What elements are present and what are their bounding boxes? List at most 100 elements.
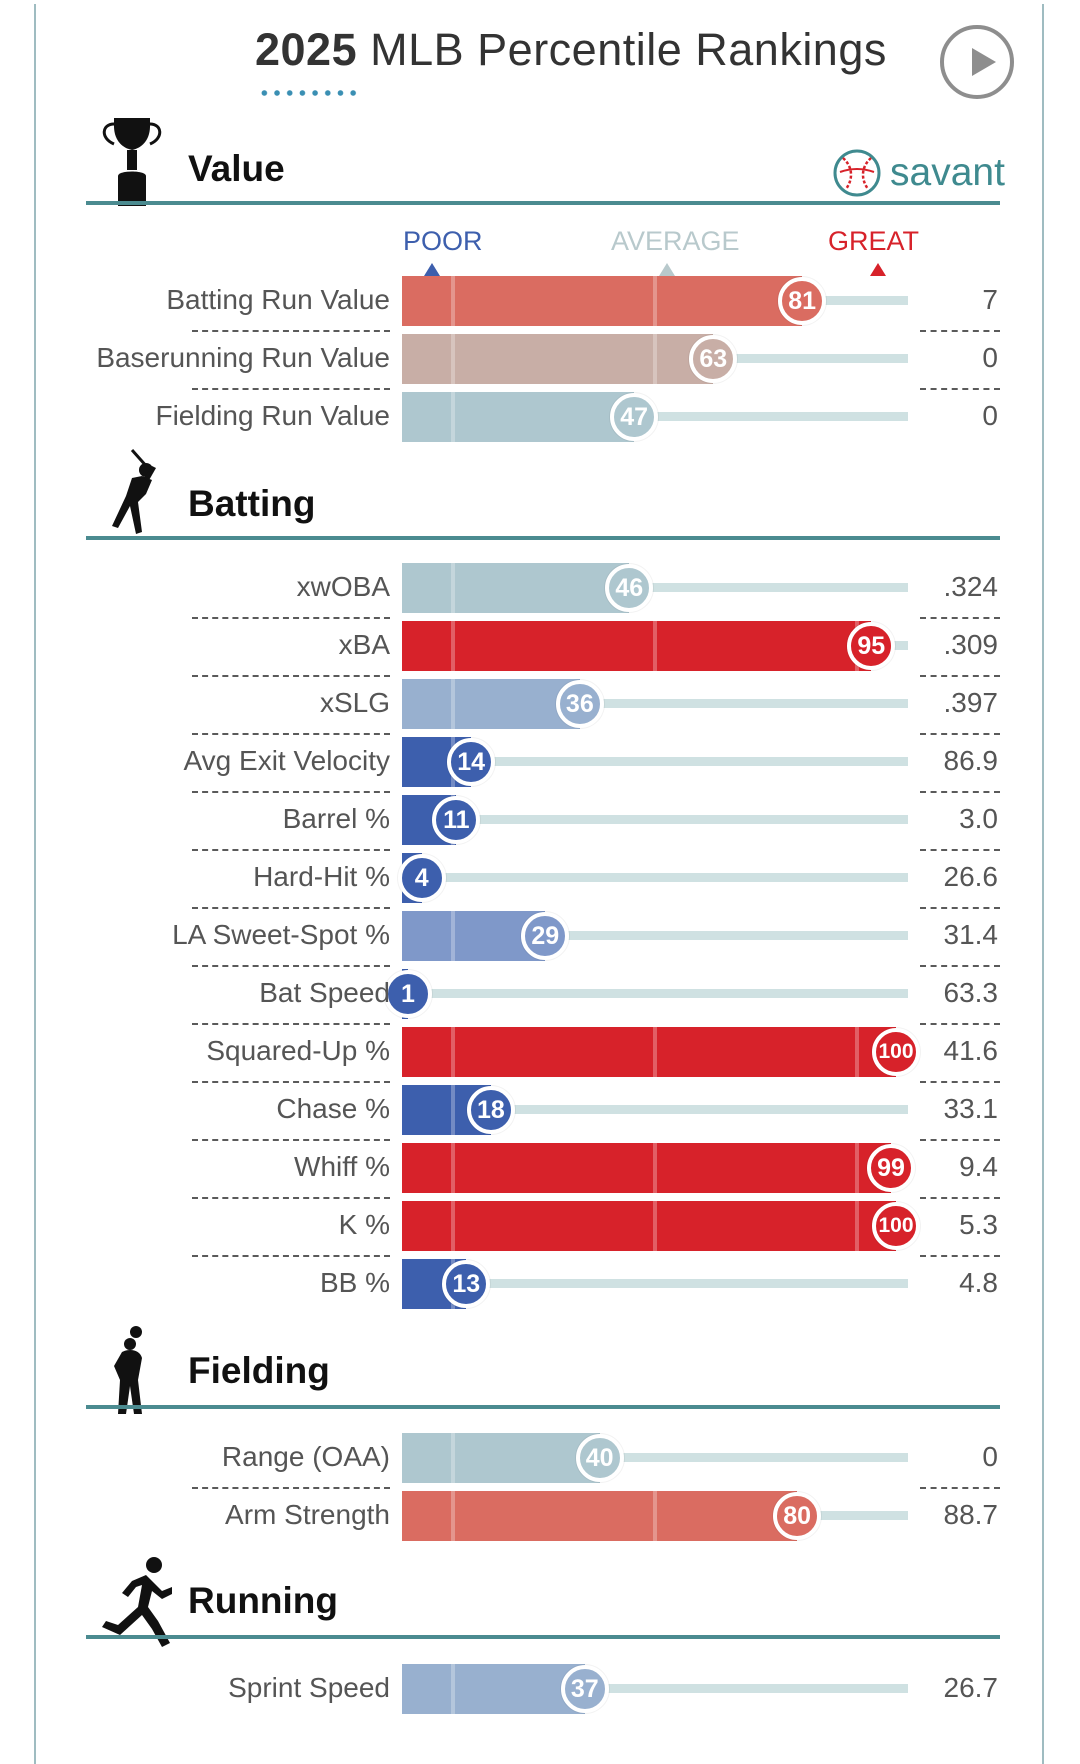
- bar-gridline: [450, 1085, 455, 1135]
- row-divider: [920, 1487, 1000, 1489]
- percentile-bubble: 81: [778, 277, 827, 325]
- row-divider: [192, 791, 390, 793]
- percentile-bar: [402, 1491, 798, 1541]
- metric-label: Sprint Speed: [228, 1672, 390, 1703]
- percentile-bubble: 63: [689, 335, 738, 383]
- metric-value: 7: [982, 284, 998, 315]
- metric-label: Whiff %: [294, 1151, 390, 1182]
- metric-label: xSLG: [319, 687, 390, 718]
- metric-label: Barrel %: [282, 803, 390, 834]
- metric-value: 86.9: [943, 745, 999, 776]
- metric-value: 41.6: [943, 1035, 999, 1066]
- metric-value: 26.6: [943, 861, 999, 892]
- savant-logo-text: savant: [890, 151, 1005, 194]
- percentile-bar: [402, 1201, 896, 1251]
- section-title: Batting: [188, 483, 316, 524]
- row-divider: [192, 617, 390, 619]
- bar-gridline: [653, 1201, 657, 1251]
- metric-value: 88.7: [943, 1499, 999, 1530]
- row-divider: [192, 1255, 390, 1257]
- metric-label: Avg Exit Velocity: [183, 745, 390, 776]
- percentile-bar: [402, 392, 635, 442]
- row-divider: [920, 388, 1000, 390]
- metric-label: LA Sweet-Spot %: [172, 919, 390, 950]
- percentile-bubble: 80: [773, 1492, 822, 1540]
- play-icon: [972, 48, 996, 76]
- metric-label: Bat Speed: [259, 977, 390, 1008]
- runner-icon: [96, 1555, 174, 1656]
- bar-gridline: [450, 392, 455, 442]
- fielder-icon: [96, 1322, 172, 1423]
- metric-value: 9.4: [959, 1151, 998, 1182]
- percentile-bubble: 1: [384, 970, 432, 1018]
- bar-gridline: [450, 621, 455, 671]
- scale-marker-great: [870, 263, 886, 276]
- percentile-bubble: 100: [872, 1028, 920, 1076]
- bar-gridline: [653, 1027, 657, 1077]
- bar-track: [402, 699, 908, 708]
- row-divider: [920, 1081, 1000, 1083]
- row-divider: [192, 733, 390, 735]
- trophy-icon: [96, 116, 172, 217]
- metric-label: Fielding Run Value: [155, 400, 390, 431]
- bar-track: [402, 931, 908, 940]
- metric-value: 31.4: [943, 919, 999, 950]
- percentile-bubble: 11: [432, 796, 481, 844]
- bar-track: [402, 583, 908, 592]
- metric-value: 0: [982, 342, 998, 373]
- percentile-bar: [402, 334, 714, 384]
- bar-track: [402, 1684, 908, 1693]
- percentile-bar: [402, 1433, 600, 1483]
- percentile-bar: [402, 276, 803, 326]
- scale-marker-average: [659, 263, 675, 276]
- metric-label: xwOBA: [296, 571, 390, 602]
- percentile-bubble: 36: [555, 680, 604, 728]
- savant-logo[interactable]: savant: [832, 148, 1005, 198]
- bar-track: [402, 757, 908, 766]
- percentile-bubble: 47: [610, 393, 659, 441]
- percentile-bubble: 29: [521, 912, 570, 960]
- title-text: MLB Percentile Rankings: [370, 24, 887, 75]
- scale-label-poor: POOR: [403, 226, 483, 256]
- percentile-bar: [402, 679, 580, 729]
- percentile-bar: [402, 1664, 585, 1714]
- metric-value: 5.3: [959, 1209, 998, 1240]
- row-divider: [920, 617, 1000, 619]
- row-divider: [192, 1081, 390, 1083]
- percentile-bubble: 100: [872, 1202, 920, 1250]
- metric-value: 3.0: [959, 803, 998, 834]
- metric-label: Range (OAA): [221, 1441, 390, 1472]
- row-divider: [920, 791, 1000, 793]
- bar-gridline: [450, 1201, 455, 1251]
- scale-label-average: AVERAGE: [611, 226, 740, 256]
- bar-gridline: [450, 1491, 455, 1541]
- row-divider: [920, 1255, 1000, 1257]
- metric-label: BB %: [319, 1267, 390, 1298]
- metric-value: 63.3: [943, 977, 999, 1008]
- metric-value: 0: [982, 400, 998, 431]
- row-divider: [192, 1139, 390, 1141]
- metric-value: 4.8: [959, 1267, 998, 1298]
- play-button[interactable]: [940, 25, 1014, 99]
- percentile-bar: [402, 563, 630, 613]
- percentile-bubble: 37: [560, 1665, 609, 1713]
- bar-gridline: [855, 1027, 860, 1077]
- bar-gridline: [450, 1027, 455, 1077]
- metric-value: 33.1: [943, 1093, 999, 1124]
- metric-label: xBA: [338, 629, 390, 660]
- row-divider: [192, 965, 390, 967]
- row-divider: [192, 1197, 390, 1199]
- metric-value: 0: [982, 1441, 998, 1472]
- bar-gridline: [653, 276, 657, 326]
- row-divider: [920, 330, 1000, 332]
- batter-icon: [96, 448, 172, 549]
- scale-marker-poor: [424, 263, 440, 276]
- row-divider: [192, 330, 390, 332]
- section-rule: [86, 1635, 1000, 1639]
- bar-gridline: [450, 563, 455, 613]
- metric-label: Baserunning Run Value: [96, 342, 390, 373]
- bar-gridline: [653, 1491, 657, 1541]
- row-divider: [192, 849, 390, 851]
- bar-gridline: [450, 1433, 455, 1483]
- title-year: 2025: [255, 24, 358, 75]
